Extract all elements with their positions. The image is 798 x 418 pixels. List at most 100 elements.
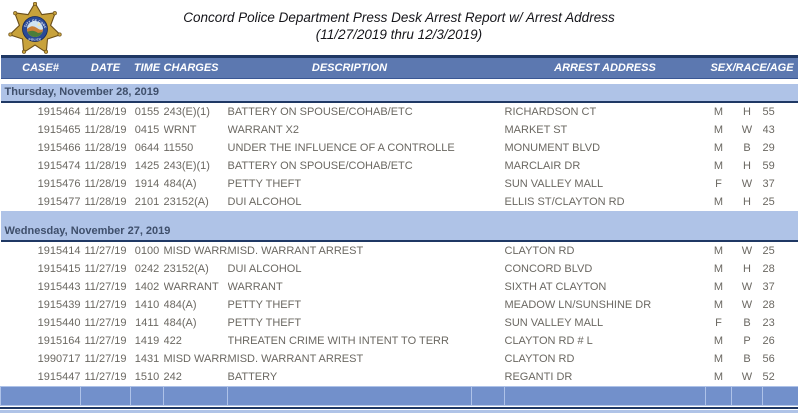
section-row: Thursday, November 28, 2019 bbox=[0, 84, 798, 103]
arrest-row: 1915443 11/27/19 1402 WARRANT WARRANT SIXTH A… bbox=[1, 278, 798, 296]
sex-value: M bbox=[713, 124, 724, 136]
race-value: H bbox=[743, 263, 751, 275]
col-header-charges: CHARGES bbox=[163, 55, 228, 79]
arrest-address: SIXTH AT CLAYTON bbox=[504, 281, 607, 293]
charge-description: MISD. WARRANT ARREST bbox=[227, 353, 364, 365]
bottom-navy-rule bbox=[0, 407, 798, 409]
report-title: Concord Police Department Press Desk Arr… bbox=[0, 0, 798, 43]
case-number: 1915474 bbox=[37, 160, 81, 172]
case-number: 1915164 bbox=[37, 335, 81, 347]
charge-description: WARRANT X2 bbox=[227, 124, 300, 136]
arrest-time: 0415 bbox=[134, 124, 160, 136]
charge-description: THREATEN CRIME WITH INTENT TO TERR bbox=[227, 335, 449, 347]
charge-code: 11550 bbox=[163, 142, 194, 154]
arrest-address: ELLIS ST/CLAYTON RD bbox=[504, 196, 625, 208]
race-value: W bbox=[741, 178, 753, 190]
age-value: 26 bbox=[762, 335, 775, 347]
charge-code: 484(A) bbox=[163, 317, 197, 329]
footer-cell bbox=[130, 386, 164, 406]
footer-cell bbox=[471, 386, 505, 406]
arrest-time: 1402 bbox=[134, 281, 160, 293]
age-value: 29 bbox=[762, 142, 775, 154]
arrest-row: 1915474 11/28/19 1425 243(E)(1) BATTERY ON S… bbox=[1, 157, 798, 175]
sex-value: M bbox=[713, 335, 724, 347]
arrest-address: SUN VALLEY MALL bbox=[504, 317, 604, 329]
footer-cell bbox=[163, 386, 228, 406]
race-value: H bbox=[743, 196, 751, 208]
arrest-date: 11/27/19 bbox=[84, 371, 127, 383]
age-value: 55 bbox=[762, 106, 775, 118]
col-header-date: DATE bbox=[80, 55, 131, 79]
arrest-address: CLAYTON RD # L bbox=[504, 335, 593, 347]
arrest-row: 1915465 11/28/19 0415 WRNT WARRANT X2 MARKET … bbox=[1, 121, 798, 139]
charge-description: BATTERY bbox=[227, 371, 278, 383]
case-number: 1915414 bbox=[37, 245, 81, 257]
arrest-row: 1915464 11/28/19 0155 243(E)(1) BATTERY ON S… bbox=[1, 102, 798, 121]
footer-cell bbox=[761, 386, 798, 406]
charge-code: 484(A) bbox=[163, 299, 197, 311]
arrest-row: 1990717 11/27/19 1431 MISD WARRA MISD. WARRA… bbox=[1, 350, 798, 368]
arrest-time: 1411 bbox=[135, 317, 159, 329]
charge-description: BATTERY ON SPOUSE/COHAB/ETC bbox=[227, 106, 413, 118]
case-number: 1915476 bbox=[37, 178, 81, 190]
charge-code: WARRANT bbox=[163, 281, 219, 293]
case-number: 1915443 bbox=[37, 281, 81, 293]
arrest-row: 1915477 11/28/19 2101 23152(A) DUI ALCOHOL EL… bbox=[1, 193, 798, 211]
arrest-row: 1915476 11/28/19 1914 484(A) PETTY THEFT SUN … bbox=[1, 175, 798, 193]
race-value: W bbox=[741, 245, 753, 257]
arrest-date: 11/28/19 bbox=[84, 124, 127, 136]
arrest-address: MARCLAIR DR bbox=[504, 160, 581, 172]
case-number: 1915466 bbox=[37, 142, 81, 154]
case-number: 1915465 bbox=[37, 124, 81, 136]
white-gap bbox=[0, 78, 798, 84]
case-number: 1915415 bbox=[37, 263, 81, 275]
arrest-time: 1410 bbox=[134, 299, 160, 311]
sex-value: M bbox=[713, 299, 724, 311]
arrest-date: 11/28/19 bbox=[84, 160, 127, 172]
arrest-time: 1431 bbox=[134, 353, 160, 365]
charge-description: DUI ALCOHOL bbox=[227, 196, 302, 208]
race-value: B bbox=[743, 317, 751, 329]
race-value: P bbox=[743, 335, 751, 347]
charge-code: 23152(A) bbox=[163, 196, 209, 208]
arrest-date: 11/27/19 bbox=[84, 299, 127, 311]
arrest-row: 1915439 11/27/19 1410 484(A) PETTY THEFT MEAD… bbox=[1, 296, 798, 314]
arrest-table-body: Thursday, November 28, 2019 1915464 11/28/… bbox=[0, 78, 798, 406]
age-value: 23 bbox=[762, 317, 775, 329]
age-value: 25 bbox=[762, 245, 775, 257]
sex-value: F bbox=[715, 317, 722, 329]
arrest-date: 11/28/19 bbox=[84, 142, 127, 154]
arrest-date: 11/27/19 bbox=[84, 335, 127, 347]
arrest-address: CLAYTON RD bbox=[504, 245, 575, 257]
sex-value: M bbox=[713, 281, 724, 293]
footer-cell bbox=[731, 386, 763, 406]
arrest-row: 1915447 11/27/19 1510 242 BATTERY REGANTI DR M… bbox=[1, 368, 798, 387]
sex-value: M bbox=[713, 160, 724, 172]
arrest-date: 11/27/19 bbox=[84, 281, 127, 293]
footer-cell bbox=[227, 386, 472, 406]
charge-code: WRNT bbox=[163, 124, 197, 136]
sex-value: M bbox=[713, 142, 724, 154]
arrest-address: CLAYTON RD bbox=[504, 353, 575, 365]
race-value: W bbox=[741, 299, 753, 311]
age-value: 28 bbox=[762, 299, 775, 311]
report-title-line1: Concord Police Department Press Desk Arr… bbox=[183, 10, 615, 25]
concord-police-badge-logo: CITY OF CONCORD POLICE bbox=[7, 0, 62, 61]
case-number: 1915439 bbox=[37, 299, 81, 311]
arrest-time: 1419 bbox=[134, 335, 160, 347]
col-header-case: CASE# bbox=[0, 55, 81, 79]
charge-code: 242 bbox=[163, 371, 182, 383]
arrest-date: 11/28/19 bbox=[84, 196, 127, 208]
arrest-date: 11/27/19 bbox=[84, 317, 127, 329]
age-value: 37 bbox=[762, 178, 775, 190]
charge-description: PETTY THEFT bbox=[227, 299, 302, 311]
arrest-row: 1915440 11/27/19 1411 484(A) PETTY THEFT SUN … bbox=[1, 314, 798, 332]
arrest-row: 1915415 11/27/19 0242 23152(A) DUI ALCOHOL CO… bbox=[1, 260, 798, 278]
col-header-sex-race-age: SEX/RACE/AGE bbox=[705, 55, 798, 79]
age-value: 28 bbox=[762, 263, 775, 275]
star-tip-balls bbox=[8, 1, 62, 54]
charge-description: PETTY THEFT bbox=[227, 178, 302, 190]
arrest-date: 11/27/19 bbox=[84, 353, 127, 365]
arrest-time: 1425 bbox=[134, 160, 160, 172]
